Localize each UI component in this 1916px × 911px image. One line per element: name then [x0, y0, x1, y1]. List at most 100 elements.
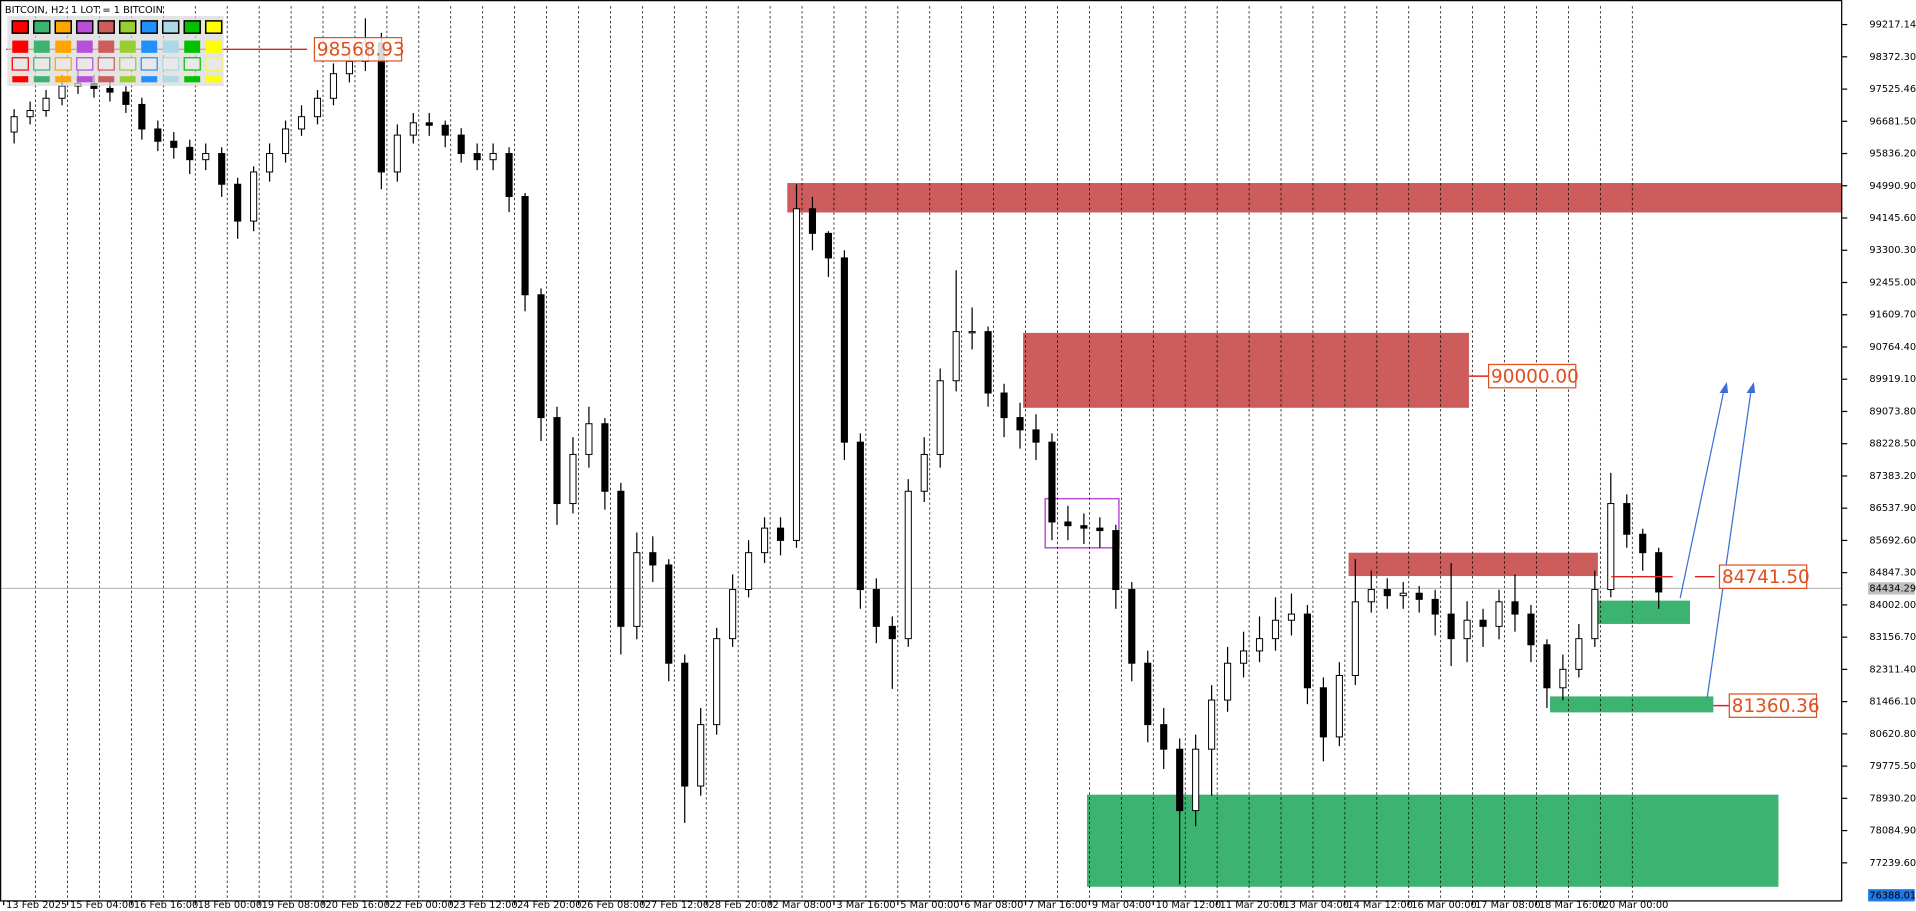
- candle-body: [1495, 601, 1503, 627]
- candle-body: [1527, 613, 1535, 646]
- color-swatch[interactable]: [205, 57, 223, 71]
- x-tick-label: 18 Mar 16:00: [1539, 900, 1605, 911]
- candle-body: [1032, 429, 1040, 443]
- y-tick-label: 89073.80: [1869, 406, 1916, 417]
- color-swatch[interactable]: [184, 76, 201, 83]
- candle-body: [984, 331, 992, 394]
- color-swatch[interactable]: [11, 20, 29, 34]
- x-tick-label: 7 Mar 16:00: [1028, 900, 1087, 911]
- color-swatch[interactable]: [11, 57, 29, 71]
- color-swatch[interactable]: [33, 40, 50, 53]
- candle-body: [1655, 552, 1663, 593]
- candle-body: [1367, 589, 1375, 603]
- color-swatch[interactable]: [141, 76, 158, 83]
- candle-body: [968, 331, 976, 334]
- plot-border: [0, 0, 1843, 902]
- candle-body: [633, 552, 641, 627]
- candle-body: [776, 527, 785, 541]
- color-swatch[interactable]: [55, 76, 72, 83]
- color-swatch[interactable]: [119, 76, 136, 83]
- color-swatch[interactable]: [204, 20, 223, 34]
- color-swatch[interactable]: [183, 20, 201, 34]
- candle-body: [856, 441, 864, 591]
- candle-body: [745, 552, 753, 591]
- y-tick-label: 88228.50: [1869, 439, 1916, 450]
- candle-body: [393, 134, 401, 173]
- y-tick-label: 97525.46: [1869, 84, 1916, 95]
- color-swatch[interactable]: [205, 40, 222, 53]
- color-swatch[interactable]: [183, 57, 201, 71]
- color-swatch[interactable]: [97, 57, 115, 71]
- color-swatch[interactable]: [184, 40, 201, 53]
- x-tick-label: 2 Mar 08:00: [773, 900, 832, 911]
- demand-zone: [1596, 600, 1691, 624]
- color-swatch[interactable]: [97, 20, 115, 34]
- candle-body: [1575, 638, 1583, 670]
- y-tick-label: 96681.50: [1869, 116, 1916, 127]
- candle-body: [1239, 650, 1248, 664]
- candle-body: [377, 42, 385, 173]
- y-tick-label: 86537.90: [1869, 503, 1916, 514]
- candle-body: [58, 85, 66, 99]
- color-swatch[interactable]: [55, 40, 72, 53]
- color-swatch[interactable]: [140, 20, 158, 34]
- color-swatch[interactable]: [162, 40, 179, 53]
- candle-body: [457, 134, 465, 155]
- level-label: 90000.00: [1491, 366, 1579, 387]
- color-swatch[interactable]: [141, 40, 158, 53]
- candle-body: [681, 662, 689, 787]
- color-swatch[interactable]: [119, 40, 136, 53]
- candle-body: [42, 97, 50, 112]
- arrow-head: [1746, 381, 1756, 394]
- color-swatch[interactable]: [33, 57, 51, 71]
- candle-body: [425, 122, 433, 126]
- supply-zone: [1023, 332, 1469, 408]
- candle-body: [1335, 675, 1343, 738]
- candle-body: [329, 73, 338, 99]
- candle-body: [154, 128, 162, 142]
- candle-body: [1128, 589, 1136, 664]
- color-swatch[interactable]: [12, 40, 29, 53]
- color-swatch[interactable]: [76, 40, 93, 53]
- candle-body: [617, 490, 625, 627]
- level-label: 84741.50: [1722, 567, 1810, 588]
- demand-zone: [1086, 794, 1779, 887]
- color-swatch[interactable]: [205, 76, 222, 83]
- color-palette: [7, 15, 224, 86]
- current-price-box: [1868, 582, 1915, 595]
- x-tick-label: 20 Mar 00:00: [1603, 900, 1669, 911]
- candle-body: [1559, 668, 1567, 689]
- color-swatch[interactable]: [98, 40, 115, 53]
- candle-body: [1383, 589, 1391, 597]
- color-swatch[interactable]: [119, 20, 137, 34]
- candle-body: [138, 103, 146, 130]
- price-marker-label: 76388.01: [1869, 890, 1916, 901]
- y-tick-label: 98372.30: [1869, 52, 1916, 63]
- candle-body: [1208, 699, 1216, 750]
- color-swatch[interactable]: [54, 57, 72, 71]
- color-swatch[interactable]: [162, 20, 180, 34]
- color-swatch[interactable]: [162, 76, 179, 83]
- color-swatch[interactable]: [76, 20, 94, 34]
- color-swatch[interactable]: [162, 57, 180, 71]
- supply-zone: [787, 183, 1843, 213]
- candle-body: [345, 60, 353, 75]
- candle-body: [649, 552, 657, 566]
- grid: [0, 6, 1843, 902]
- x-tick-label: 22 Feb 00:00: [389, 900, 453, 911]
- x-tick-label: 26 Feb 08:00: [581, 900, 645, 911]
- color-swatch[interactable]: [54, 20, 72, 34]
- color-swatch[interactable]: [12, 76, 29, 83]
- color-swatch[interactable]: [140, 57, 158, 71]
- color-swatch[interactable]: [76, 76, 93, 83]
- candle-body: [1271, 619, 1280, 640]
- chart-title: BITCOIN, H2: 1 LOT = 1 BITCOIN: [5, 5, 163, 16]
- candle-body: [585, 423, 593, 455]
- color-swatch[interactable]: [33, 20, 51, 34]
- color-swatch[interactable]: [76, 57, 94, 71]
- color-swatch[interactable]: [33, 76, 50, 83]
- x-tick-label: 5 Mar 00:00: [900, 900, 959, 911]
- color-swatch[interactable]: [98, 76, 115, 83]
- color-swatch[interactable]: [119, 57, 137, 71]
